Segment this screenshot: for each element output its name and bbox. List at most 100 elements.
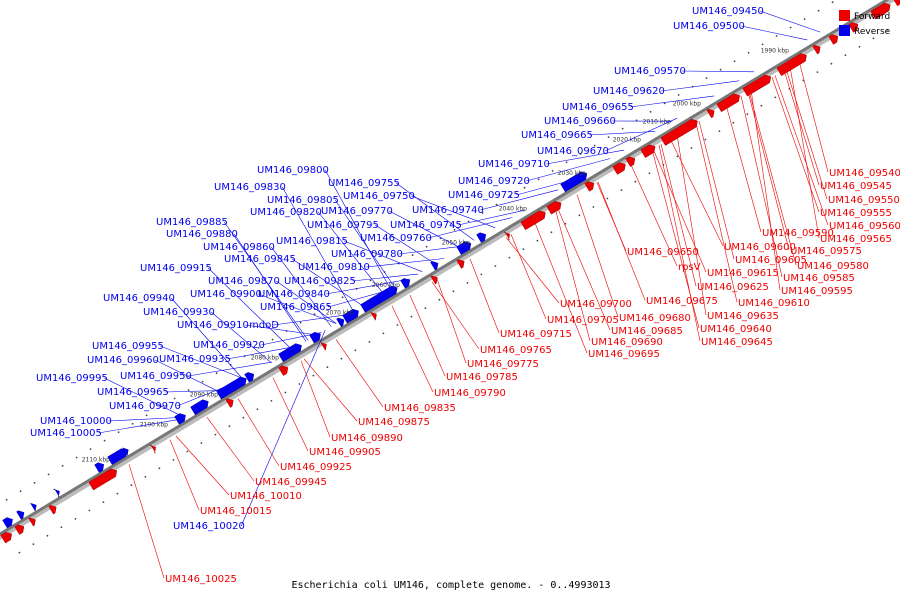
reverse-gene-label: UM146_09910 xyxy=(177,320,249,331)
minor-tick xyxy=(732,121,735,124)
reverse-leader-line xyxy=(760,10,821,33)
forward-leader-line xyxy=(597,181,646,301)
minor-tick xyxy=(144,475,147,478)
forward-gene-arrow xyxy=(88,468,118,491)
reverse-leader-line xyxy=(682,70,755,73)
forward-gene-label: UM146_09890 xyxy=(331,433,403,444)
forward-gene-arrow xyxy=(716,93,740,113)
forward-gene-arrow xyxy=(893,0,900,7)
reverse-gene-label: UM146_09620 xyxy=(593,86,665,97)
reverse-gene-label: UM146_09845 xyxy=(224,254,296,265)
minor-tick xyxy=(523,186,526,189)
forward-gene-arrow xyxy=(225,398,234,408)
reverse-leader-line xyxy=(292,258,365,307)
reverse-gene-label: UM146_09800 xyxy=(257,165,329,176)
reverse-gene-label: UM146_09450 xyxy=(692,6,764,17)
reverse-gene-label: UM146_09745 xyxy=(390,220,462,231)
minor-tick xyxy=(676,155,679,158)
reverse-leader-line xyxy=(480,189,559,211)
label-leaders xyxy=(98,10,829,579)
reverse-gene-arrow xyxy=(342,308,359,324)
backbone-line xyxy=(0,0,890,536)
reverse-gene-label: UM146_09720 xyxy=(458,176,530,187)
forward-gene-label: UM146_09715 xyxy=(500,329,572,340)
minor-tick xyxy=(60,526,63,529)
forward-gene-arrow xyxy=(320,342,327,351)
minor-tick xyxy=(522,248,525,251)
reverse-leader-line xyxy=(411,195,496,229)
forward-gene-label: UM146_09680 xyxy=(619,313,691,324)
minor-tick xyxy=(551,170,554,172)
forward-gene-label: UM146_10010 xyxy=(230,491,302,502)
minor-tick xyxy=(172,459,175,461)
forward-gene-label: UM146_09545 xyxy=(820,181,892,192)
tick-label: 2020 kbp xyxy=(613,137,641,144)
reverse-gene-label: UM146_09825 xyxy=(284,276,356,287)
forward-gene-label: UM146_09945 xyxy=(255,477,327,488)
forward-leader-line xyxy=(660,143,697,287)
minor-tick xyxy=(536,239,539,242)
minor-tick xyxy=(467,220,470,223)
reverse-gene-arrow xyxy=(560,171,588,193)
reverse-gene-label: UM146_09865 xyxy=(260,302,332,313)
reverse-gene-label: UM146_09795 xyxy=(307,220,379,231)
minor-tick xyxy=(215,372,218,375)
minor-tick xyxy=(200,442,203,444)
minor-tick xyxy=(704,138,707,141)
minor-tick xyxy=(634,180,637,183)
reverse-leader-line xyxy=(155,359,222,394)
reverse-leader-line xyxy=(108,417,181,422)
reverse-leader-line xyxy=(104,377,183,417)
reverse-gene-arrow xyxy=(336,317,345,328)
minor-tick xyxy=(284,391,287,394)
reverse-gene-label: UM146_09760 xyxy=(360,233,432,244)
forward-leader-line xyxy=(335,339,384,408)
minor-tick xyxy=(145,414,148,417)
reverse-leader-line xyxy=(223,221,309,341)
minor-tick xyxy=(158,467,161,470)
reverse-leader-line xyxy=(227,345,300,360)
minor-tick xyxy=(369,279,372,282)
minor-tick xyxy=(816,71,819,73)
reverse-leader-line xyxy=(328,288,395,308)
forward-gene-label: UM146_09790 xyxy=(434,388,506,399)
reverse-gene-label: UM146_09970 xyxy=(109,401,181,412)
reverse-leader-line xyxy=(344,240,423,272)
reverse-gene-label: UM146_09670 xyxy=(537,146,609,157)
reverse-gene-arrow xyxy=(122,447,129,457)
minor-tick xyxy=(326,366,329,369)
reverse-gene-label: UM146_09750 xyxy=(343,191,415,202)
minor-tick xyxy=(117,431,120,434)
forward-leader-line xyxy=(774,75,829,226)
minor-tick xyxy=(312,374,315,377)
minor-tick xyxy=(858,45,861,48)
forward-gene-label: UM146_09615 xyxy=(707,268,779,279)
minor-tick xyxy=(774,96,777,99)
minor-tick xyxy=(831,1,834,4)
tick-label: 2080 kbp xyxy=(251,355,279,362)
reverse-gene-label: UM146_09780 xyxy=(331,249,403,260)
reverse-gene-arrow xyxy=(30,502,37,512)
reverse-leader-line xyxy=(352,273,419,282)
minor-tick xyxy=(494,265,497,267)
minor-tick xyxy=(719,68,722,71)
forward-gene-arrow xyxy=(625,156,636,167)
minor-tick xyxy=(116,492,119,495)
minor-tick xyxy=(298,383,301,385)
reverse-leader-line xyxy=(399,245,466,255)
legend-forward-swatch xyxy=(839,10,850,21)
reverse-gene-label: UM146_09880 xyxy=(166,229,238,240)
forward-leader-line xyxy=(237,398,280,467)
forward-gene-label: UM146_09600 xyxy=(724,242,796,253)
reverse-leader-line xyxy=(366,258,445,268)
minor-tick xyxy=(396,324,399,326)
forward-leader-line xyxy=(505,237,560,304)
minor-tick xyxy=(537,178,540,181)
minor-tick xyxy=(886,29,889,31)
forward-gene-arrow xyxy=(14,524,25,535)
forward-gene-label: UM146_09540 xyxy=(829,168,900,179)
reverse-leader-line xyxy=(261,332,322,346)
reverse-gene-label: mdoD xyxy=(249,320,279,331)
minor-tick xyxy=(74,518,77,520)
reverse-leader-line xyxy=(207,267,293,351)
